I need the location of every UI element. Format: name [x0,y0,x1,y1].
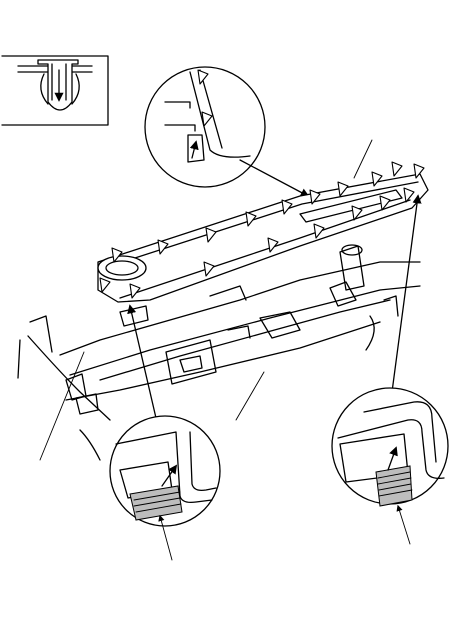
clip-detail-icon [17,59,93,111]
clip-marker-icon [351,205,363,221]
callout-arrow-icon [127,304,157,419]
clip-marker-icon [281,199,293,215]
callout-arrow-icon [239,159,310,197]
clip-marker-icon [313,223,325,239]
push-direction-icon [387,446,398,471]
clip-marker-icon [379,195,391,211]
clip-marker-icon [99,277,111,293]
clip-marker-icon [157,239,169,255]
clip-marker-icon [267,237,279,253]
clip-marker-icon [203,261,215,277]
cowl-panel [97,139,429,303]
cowl-clip-markers [99,161,425,299]
vehicle-body [17,244,421,461]
clip-marker-icon [197,69,209,85]
clip-marker-icon [245,211,257,227]
clip-marker-icon [371,171,383,187]
clip-callout-circle [144,66,310,197]
clip-marker-icon [391,161,403,177]
clip-marker-icon [129,283,141,299]
push-direction-icon [161,464,178,487]
right-clip-detail-callout [331,387,449,545]
left-clip-detail-callout [109,415,221,561]
callout-arrow-icon [391,194,422,393]
clip-marker-icon [205,227,217,243]
clip-marker-icon [337,181,349,197]
clip-marker-icon [201,111,213,127]
clip-detail-inset [1,55,109,126]
clip-marker-icon [403,187,415,203]
clip-marker-icon [111,247,123,263]
clip-marker-icon [309,189,321,205]
clip-marker-icon [413,163,425,179]
